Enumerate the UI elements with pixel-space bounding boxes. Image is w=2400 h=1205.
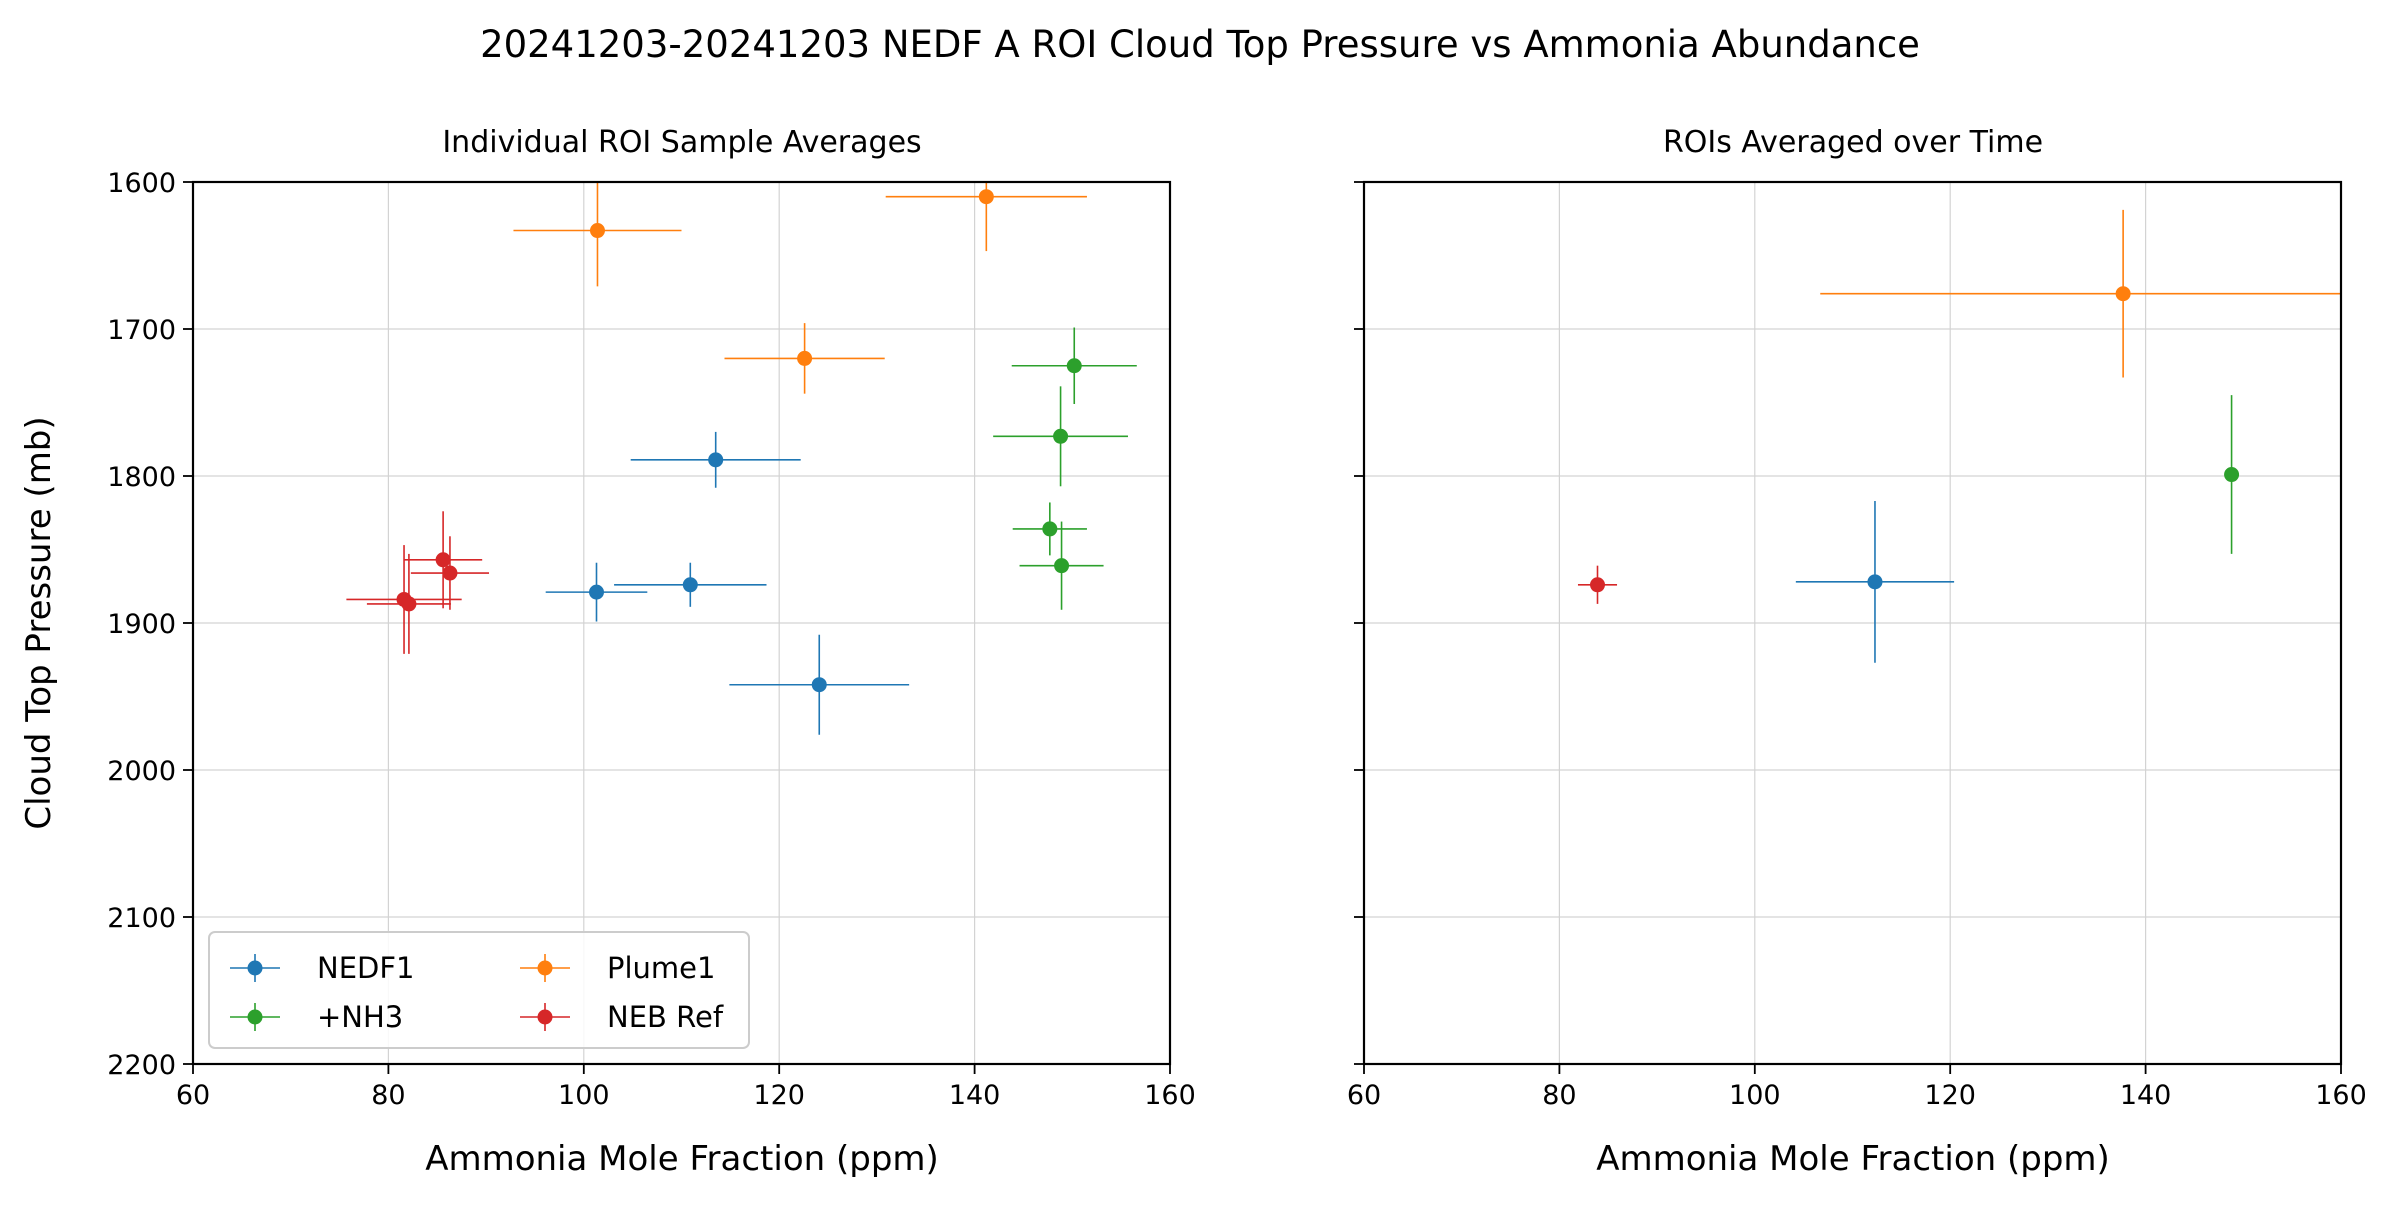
legend-item: NEDF1 — [230, 951, 414, 985]
series-nedf1 — [1795, 500, 1955, 663]
data-point — [811, 677, 827, 693]
data-point — [2115, 286, 2131, 302]
legend-label: NEDF1 — [317, 951, 414, 985]
data-point — [1042, 521, 1058, 537]
y-tick-label: 2000 — [107, 756, 176, 787]
legend-item: Plume1 — [520, 951, 715, 985]
y-axis-label: Cloud Top Pressure (mb) — [19, 416, 59, 829]
series--nh3 — [993, 327, 1137, 610]
x-tick-label: 140 — [949, 1080, 1001, 1111]
y-tick-label: 2100 — [107, 903, 176, 934]
x-tick-label: 80 — [1542, 1080, 1576, 1111]
y-axis-ticks: 1600 1700 1800 1900 2000 2100 2200 — [107, 168, 193, 1081]
series-plume1 — [513, 182, 1087, 394]
y-tick-label: 1900 — [107, 609, 176, 640]
legend-marker — [247, 1009, 263, 1025]
data-point — [2224, 467, 2240, 483]
data-point — [1054, 558, 1070, 574]
y-tick-label: 1800 — [107, 462, 176, 493]
legend-box — [208, 931, 750, 1049]
y-tick-label: 2200 — [107, 1050, 176, 1081]
x-axis-label: Ammonia Mole Fraction (ppm) — [425, 1139, 939, 1179]
x-tick-label: 160 — [1144, 1080, 1196, 1111]
x-tick-label: 60 — [176, 1080, 210, 1111]
data-marks — [1577, 209, 2341, 663]
data-point — [1053, 428, 1069, 444]
series--nh3 — [2224, 395, 2240, 554]
x-tick-label: 100 — [558, 1080, 610, 1111]
legend-item: NEB Ref — [520, 1000, 724, 1034]
x-axis-ticks: 60 80 100 120 140 160 — [1347, 1064, 2367, 1111]
data-marks — [346, 182, 1137, 735]
panel-averaged-over-time: ROIs Averaged over Time 60 80 100 120 140 160… — [1347, 125, 2367, 1179]
series-plume1 — [1820, 209, 2341, 378]
x-tick-label: 120 — [1924, 1080, 1976, 1111]
legend-item: +NH3 — [230, 1000, 403, 1034]
data-point — [589, 584, 605, 600]
series-neb-ref — [1577, 565, 1618, 604]
y-tick-label: 1700 — [107, 315, 176, 346]
panel-title: ROIs Averaged over Time — [1663, 125, 2043, 160]
legend: NEDF1 Plume1 +NH3 NEB Ref — [208, 931, 750, 1049]
data-point — [435, 552, 451, 568]
legend-label: +NH3 — [317, 1000, 403, 1034]
data-point — [1066, 358, 1082, 374]
panel-title: Individual ROI Sample Averages — [442, 125, 921, 160]
data-point — [442, 565, 458, 581]
data-point — [708, 452, 724, 468]
y-tick-label: 1600 — [107, 168, 176, 199]
x-tick-label: 160 — [2315, 1080, 2367, 1111]
x-tick-label: 120 — [753, 1080, 805, 1111]
x-axis-ticks: 60 80 100 120 140 160 — [176, 1064, 1196, 1111]
x-tick-label: 140 — [2120, 1080, 2172, 1111]
legend-label: Plume1 — [607, 951, 715, 985]
legend-marker — [247, 960, 263, 976]
y-axis-ticks — [1354, 181, 1364, 1065]
data-point — [401, 596, 417, 612]
series-neb-ref — [346, 511, 490, 654]
data-point — [978, 189, 994, 205]
data-point — [1867, 574, 1883, 590]
legend-label: NEB Ref — [607, 1000, 724, 1034]
legend-marker — [537, 960, 553, 976]
legend-marker — [537, 1009, 553, 1025]
series-nedf1 — [545, 431, 910, 735]
data-point — [797, 350, 813, 366]
panel-individual-roi: Individual ROI Sample Averages 60 80 100 12… — [19, 125, 1196, 1179]
data-point — [589, 223, 605, 239]
data-point — [1590, 577, 1606, 593]
figure-title: 20241203-20241203 NEDF A ROI Cloud Top P… — [480, 23, 1920, 66]
x-tick-label: 80 — [371, 1080, 405, 1111]
data-point — [682, 577, 698, 593]
grid-lines — [1363, 181, 2342, 1065]
x-tick-label: 100 — [1729, 1080, 1781, 1111]
x-tick-label: 60 — [1347, 1080, 1381, 1111]
x-axis-label: Ammonia Mole Fraction (ppm) — [1596, 1139, 2110, 1179]
